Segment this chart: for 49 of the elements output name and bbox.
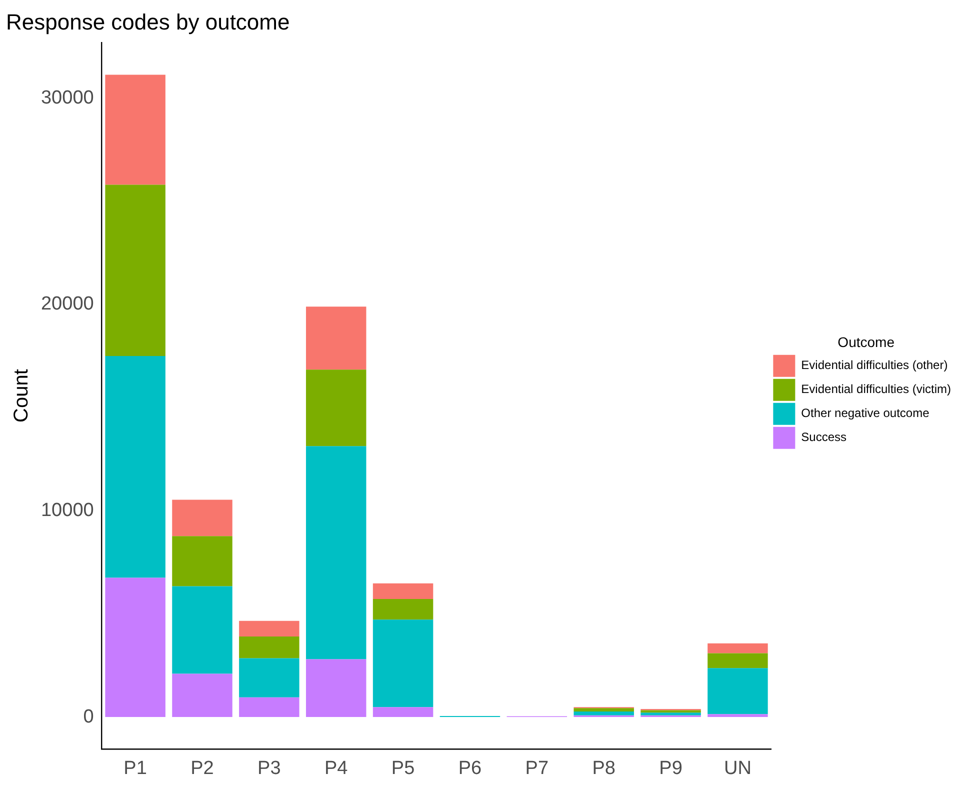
x-tick-label: P6	[458, 758, 482, 779]
bar	[239, 658, 300, 698]
y-tick-label: 30000	[40, 87, 94, 108]
bar	[708, 714, 768, 718]
bar	[105, 74, 166, 185]
bar	[574, 708, 634, 712]
bar	[372, 599, 434, 620]
bar	[306, 370, 366, 446]
bar	[640, 712, 701, 716]
x-tick-label: P4	[324, 758, 348, 779]
bar	[239, 697, 300, 718]
chart-title: Response codes by outcome	[6, 9, 290, 34]
bar	[708, 643, 768, 654]
legend-title: Outcome	[838, 334, 895, 350]
bar	[306, 659, 366, 718]
legend-label: Success	[801, 430, 847, 444]
bar	[574, 711, 634, 716]
bar	[172, 674, 232, 718]
bar	[372, 583, 434, 600]
y-tick-label: 20000	[40, 294, 94, 315]
legend-label: Other negative outcome	[801, 406, 930, 420]
bar	[372, 620, 434, 708]
bar	[306, 446, 366, 660]
legend-label: Evidential difficulties (victim)	[801, 382, 952, 396]
x-tick-label: P7	[525, 758, 549, 779]
bar	[306, 306, 366, 370]
x-tick-label: UN	[724, 758, 752, 779]
bar	[172, 536, 232, 586]
bar	[708, 668, 768, 714]
x-tick-label: P1	[124, 758, 147, 779]
y-axis-title: Count	[10, 368, 33, 422]
bar	[708, 653, 768, 668]
bar	[372, 707, 434, 718]
bar	[172, 586, 232, 674]
bar	[239, 636, 300, 658]
x-tick-label: P2	[190, 758, 214, 779]
bar	[105, 356, 166, 578]
bar	[239, 620, 300, 637]
x-tick-label: P5	[391, 758, 415, 779]
y-tick-label: 0	[83, 706, 94, 728]
bar	[105, 578, 166, 718]
bar	[105, 184, 166, 356]
y-tick-label: 10000	[40, 500, 94, 521]
bar	[172, 500, 232, 536]
x-tick-label: P8	[592, 758, 616, 779]
x-tick-label: P9	[659, 758, 682, 779]
x-tick-label: P3	[258, 758, 281, 779]
legend-label: Evidential difficulties (other)	[801, 358, 948, 372]
bar	[640, 710, 701, 713]
